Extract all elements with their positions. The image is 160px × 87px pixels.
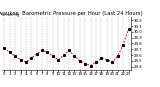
Title: Milwaukee  Barometric Pressure per Hour (Last 24 Hours): Milwaukee Barometric Pressure per Hour (…: [0, 11, 142, 16]
Text: in mm Hg: in mm Hg: [2, 13, 19, 17]
